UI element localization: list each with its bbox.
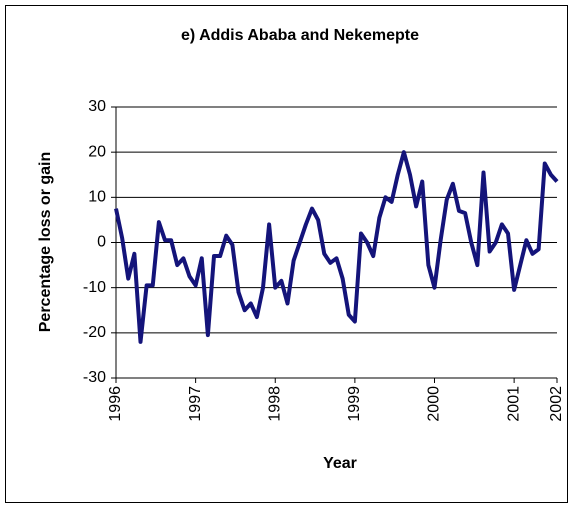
y-axis-label: Percentage loss or gain — [37, 152, 54, 333]
x-tick-label: 2002 — [548, 386, 565, 422]
data-line — [114, 150, 559, 344]
x-tick-label: 1998 — [266, 386, 283, 422]
chart-title: e) Addis Ababa and Nekemepte — [181, 27, 419, 44]
x-tick-label: 1997 — [187, 386, 204, 422]
x-tick-label: 2000 — [426, 386, 443, 422]
x-tick-label: 2001 — [505, 386, 522, 422]
y-tick-label: -30 — [83, 369, 106, 386]
y-tick-label: 30 — [88, 98, 106, 115]
chart-border — [5, 5, 568, 503]
y-tick-label: 20 — [88, 143, 106, 160]
y-tick-label: 10 — [88, 189, 106, 206]
y-tick-label: 0 — [97, 234, 106, 251]
y-tick-label: -10 — [83, 279, 106, 296]
x-axis-label: Year — [323, 455, 357, 472]
x-tick-label: 1999 — [346, 386, 363, 422]
y-tick-label: -20 — [83, 324, 106, 341]
x-tick-label: 1996 — [107, 386, 124, 422]
